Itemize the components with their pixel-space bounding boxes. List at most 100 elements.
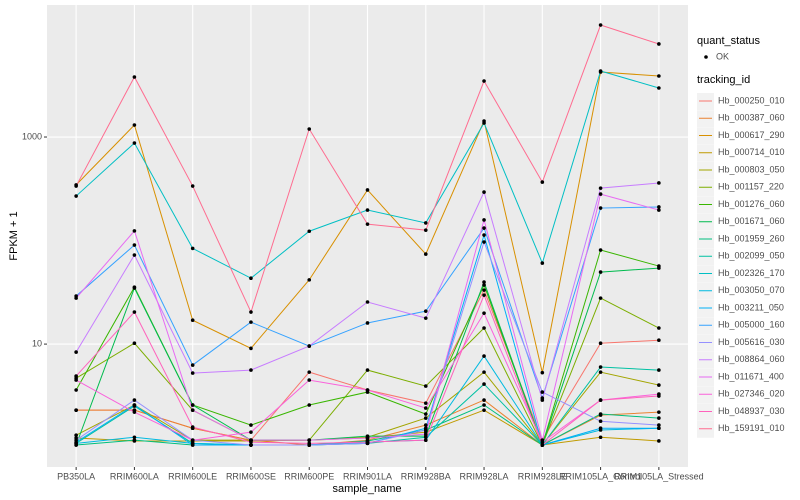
data-point: [190, 443, 195, 447]
data-point: [657, 423, 661, 427]
legend-label: Hb_001671_060: [718, 216, 785, 226]
data-point: [132, 341, 137, 346]
data-point: [423, 428, 428, 432]
data-point: [657, 205, 661, 209]
data-point: [365, 436, 370, 440]
legend-title: quant_status: [697, 35, 760, 47]
data-point: [598, 270, 603, 274]
data-point: [540, 370, 545, 375]
legend-label: Hb_159191_010: [718, 423, 785, 433]
data-point: [423, 406, 428, 410]
data-point: [598, 398, 603, 402]
data-point: [307, 344, 312, 348]
data-point: [132, 435, 137, 440]
data-point: [423, 435, 428, 440]
data-point: [598, 341, 603, 346]
data-point: [598, 426, 603, 431]
data-point: [307, 127, 312, 131]
legend-label: Hb_002326_170: [718, 268, 785, 278]
data-point: [657, 426, 661, 431]
legend-label: Hb_003211_050: [718, 302, 784, 312]
legend-label: Hb_011671_400: [718, 371, 784, 381]
data-point: [657, 181, 661, 185]
y-tick-label: 10: [32, 338, 42, 348]
data-point: [190, 371, 195, 375]
data-point: [598, 248, 603, 252]
data-point: [657, 208, 661, 212]
x-tick-label: RRIM928BA: [401, 471, 451, 481]
data-point: [423, 316, 428, 320]
legend-label: Hb_000617_290: [718, 130, 785, 140]
data-point: [132, 123, 137, 127]
legend-label: Hb_001276_060: [718, 199, 785, 209]
data-point: [423, 384, 428, 388]
x-tick-label: RRIM928LE: [518, 471, 567, 481]
data-point: [365, 208, 370, 212]
data-point: [365, 321, 370, 325]
legend-point: [704, 55, 708, 59]
data-point: [74, 408, 78, 412]
data-point: [365, 300, 370, 304]
data-point: [598, 370, 603, 374]
data-point: [423, 416, 428, 420]
data-point: [249, 320, 253, 324]
data-point: [74, 194, 78, 198]
data-point: [307, 229, 312, 234]
data-point: [74, 374, 78, 378]
data-point: [482, 293, 486, 297]
data-point: [307, 370, 312, 374]
data-point: [307, 378, 312, 382]
legend-label: Hb_000250_010: [718, 95, 785, 105]
data-point: [657, 42, 661, 46]
legend-label: Hb_001959_260: [718, 233, 785, 243]
data-point: [365, 388, 370, 392]
data-point: [540, 440, 545, 444]
x-tick-label: PB350LA: [57, 471, 95, 481]
data-point: [482, 354, 486, 358]
data-point: [482, 382, 486, 386]
data-point: [74, 184, 78, 188]
data-point: [657, 86, 661, 90]
data-point: [482, 326, 486, 330]
data-point: [482, 311, 486, 315]
data-point: [598, 186, 603, 190]
data-point: [540, 443, 545, 447]
legend-label: Hb_027346_020: [718, 389, 785, 399]
data-point: [657, 266, 661, 270]
data-point: [307, 278, 312, 282]
legend-label: Hb_008864_060: [718, 354, 785, 364]
data-point: [482, 226, 486, 230]
data-point: [598, 23, 603, 27]
legend-label: Hb_000714_010: [718, 147, 785, 157]
data-point: [190, 363, 195, 367]
data-point: [657, 439, 661, 443]
data-point: [482, 283, 486, 287]
data-point: [657, 410, 661, 414]
data-point: [423, 412, 428, 416]
x-tick-label: RRIM105LA_Stressed: [614, 471, 704, 481]
x-tick-label: RRIM901LA: [343, 471, 392, 481]
data-point: [190, 318, 195, 323]
data-point: [657, 326, 661, 330]
data-point: [249, 276, 253, 280]
data-point: [482, 408, 486, 412]
legend-label: Hb_000387_060: [718, 113, 785, 123]
data-point: [249, 310, 253, 314]
data-point: [540, 261, 545, 265]
data-point: [657, 394, 661, 398]
data-point: [540, 398, 545, 402]
data-point: [132, 410, 137, 414]
data-point: [132, 75, 137, 79]
data-point: [132, 398, 137, 402]
data-point: [365, 368, 370, 372]
data-point: [132, 286, 137, 290]
data-point: [132, 310, 137, 314]
data-point: [132, 253, 137, 257]
data-point: [482, 121, 486, 125]
data-point: [249, 423, 253, 427]
data-point: [598, 69, 603, 73]
x-tick-label: RRIM600LA: [110, 471, 159, 481]
y-tick-label: 1000: [22, 131, 42, 141]
data-point: [423, 423, 428, 427]
